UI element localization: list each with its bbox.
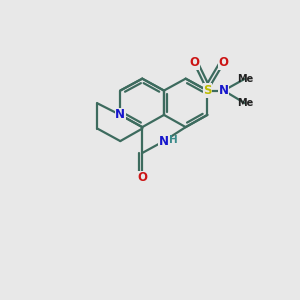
- Text: O: O: [137, 171, 147, 184]
- Text: N: N: [159, 135, 169, 148]
- Text: Me: Me: [237, 98, 253, 108]
- Text: H: H: [169, 135, 177, 145]
- Text: Me: Me: [237, 74, 253, 84]
- Text: O: O: [189, 56, 199, 69]
- Text: N: N: [115, 108, 125, 122]
- Text: N: N: [219, 84, 229, 97]
- Text: S: S: [203, 84, 212, 97]
- Text: O: O: [219, 56, 229, 69]
